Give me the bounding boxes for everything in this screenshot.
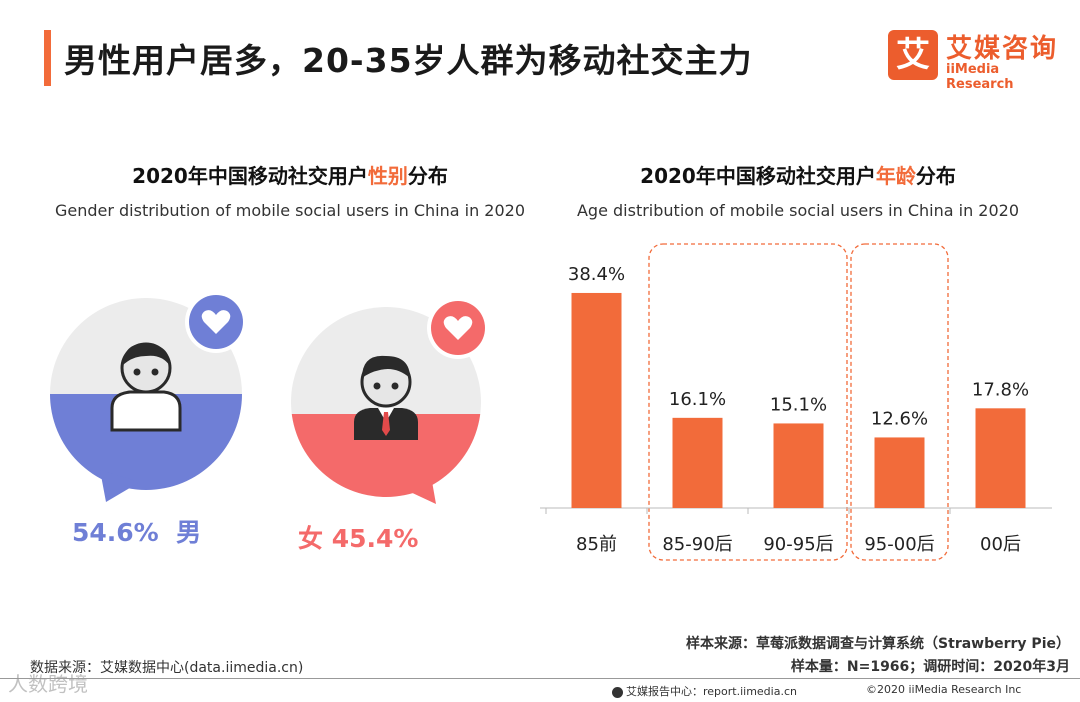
bar-95-00后 (874, 437, 925, 508)
female-heart-badge (427, 297, 489, 359)
data-label: 15.1% (770, 394, 827, 415)
data-label: 12.6% (871, 408, 928, 429)
footer-divider (0, 678, 1080, 679)
iimedia-logo: 艾 艾媒咨询 iiMedia Research (888, 28, 1068, 92)
gender-illustration (50, 291, 489, 504)
female-label: 女 (298, 524, 324, 553)
x-tick-label: 90-95后 (763, 534, 833, 555)
gender-panel-subtitle: Gender distribution of mobile social use… (54, 201, 526, 220)
page-title: 男性用户居多，20-35岁人群为移动社交主力 (64, 41, 753, 80)
male-percent: 54.6% (72, 518, 159, 547)
report-center-icon (612, 686, 623, 698)
data-label: 38.4% (568, 264, 625, 285)
female-avatar-icon (354, 355, 418, 440)
age-bar-chart: 38.4% 85前 16.1% 85-90后 15.1% 90-95后 12.6% 95-00… (540, 243, 1052, 561)
bar-00后 (975, 408, 1026, 508)
male-label: 男 (176, 518, 202, 547)
age-title-prefix: 2020年中国移动社交用户 (640, 164, 876, 188)
male-heart-badge (185, 291, 247, 353)
female-stat: 女 45.4% (298, 519, 418, 555)
female-percent: 45.4% (331, 524, 419, 553)
age-panel-subtitle: Age distribution of mobile social users … (576, 201, 1020, 220)
watermark: 人数跨境 (8, 672, 88, 696)
male-avatar-icon (110, 342, 182, 432)
age-title-suffix: 分布 (915, 164, 956, 188)
gender-title-prefix: 2020年中国移动社交用户 (132, 164, 368, 188)
title-accent-bar (44, 30, 51, 86)
logo-en-text: iiMedia Research (946, 62, 1014, 92)
x-tick-label: 95-00后 (864, 534, 934, 555)
x-tick-label: 85前 (576, 534, 617, 555)
report-center-text: 艾媒报告中心：report.iimedia.cn (626, 685, 797, 698)
report-center: 艾媒报告中心：report.iimedia.cn (612, 683, 797, 699)
x-tick-label: 00后 (980, 534, 1021, 555)
logo-mark: 艾 (888, 30, 938, 80)
age-title-highlight: 年龄 (875, 164, 916, 188)
data-label: 17.8% (972, 379, 1029, 400)
highlight-box-1 (648, 243, 848, 561)
gender-title-highlight: 性别 (367, 164, 408, 188)
gender-panel-title: 2020年中国移动社交用户性别分布 (40, 160, 540, 189)
male-stat: 54.6% 男 (72, 513, 201, 549)
data-source: 数据来源：艾媒数据中心(data.iimedia.cn) (30, 660, 304, 676)
age-panel-title: 2020年中国移动社交用户年龄分布 (548, 160, 1048, 189)
logo-cn-text: 艾媒咨询 (946, 34, 1059, 64)
sample-source: 样本来源：草莓派数据调查与计算系统（Strawberry Pie） (686, 636, 1070, 652)
data-label: 16.1% (669, 389, 726, 410)
sample-size: 样本量：N=1966；调研时间：2020年3月 (790, 659, 1070, 675)
bar-85前 (571, 292, 622, 508)
gender-title-suffix: 分布 (407, 164, 448, 188)
highlight-box-2 (850, 243, 949, 561)
x-tick-label: 85-90后 (662, 534, 732, 555)
copyright: ©2020 iiMedia Research Inc (866, 683, 1022, 696)
bar-85-90后 (672, 417, 723, 508)
bar-90-95后 (773, 423, 824, 508)
